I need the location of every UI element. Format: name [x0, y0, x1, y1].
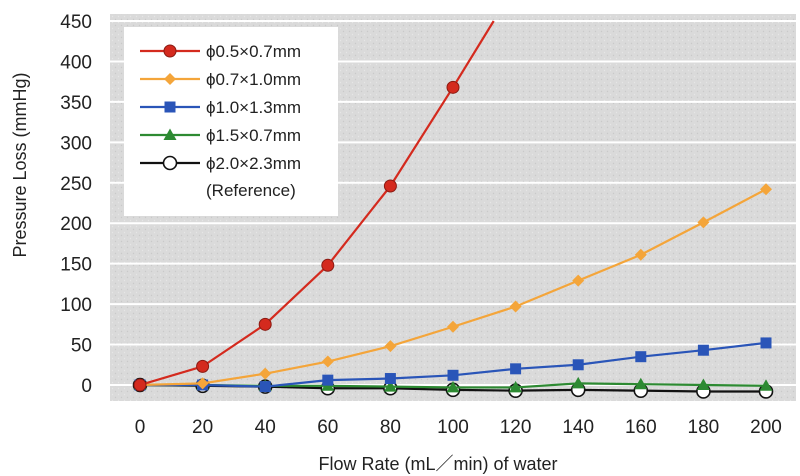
legend-item: ϕ1.0×1.3mm [140, 98, 301, 117]
x-tick-label: 160 [625, 417, 657, 438]
legend-item: ϕ0.7×1.0mm [140, 70, 301, 89]
legend-item: ϕ1.5×0.7mm [140, 126, 301, 145]
y-tick-label: 400 [60, 52, 92, 73]
data-point [259, 367, 272, 380]
data-point [509, 380, 523, 393]
data-point [510, 363, 522, 375]
y-tick-label: 450 [60, 12, 92, 33]
series-1 [133, 20, 495, 392]
legend-item: ϕ2.0×2.3mm (Reference) [140, 154, 301, 200]
data-point [196, 377, 209, 390]
x-tick-label: 100 [437, 417, 469, 438]
y-tick-label: 300 [60, 133, 92, 154]
data-point [697, 344, 709, 356]
data-point [446, 80, 460, 94]
legend-marker [162, 155, 178, 171]
x-axis-title: Flow Rate (mL／min) of water [318, 454, 557, 474]
data-point [571, 376, 585, 389]
data-point [509, 300, 522, 313]
data-point [572, 274, 585, 287]
data-point [383, 380, 397, 392]
data-point [321, 355, 334, 368]
data-point [634, 248, 647, 261]
data-point [697, 216, 710, 229]
data-point [572, 359, 584, 371]
legend-marker [164, 73, 176, 85]
x-tick-label: 40 [255, 417, 276, 438]
legend-item: ϕ0.5×0.7mm [140, 42, 301, 61]
data-point [760, 183, 772, 196]
x-tick-label: 0 [135, 417, 146, 438]
legend-label: ϕ0.5×0.7mm [206, 42, 301, 61]
data-point [696, 378, 710, 390]
data-point [258, 317, 272, 331]
x-tick-label: 180 [688, 417, 720, 438]
legend-marker [164, 101, 176, 113]
data-point [635, 351, 647, 363]
legend-label: ϕ2.0×2.3mm [206, 154, 301, 173]
y-tick-label: 150 [60, 255, 92, 276]
x-tick-label: 80 [380, 417, 401, 438]
x-tick-label: 60 [317, 417, 338, 438]
y-tick-label: 0 [81, 376, 92, 397]
legend-label: ϕ1.5×0.7mm [206, 126, 301, 145]
x-tick-label: 200 [750, 417, 782, 438]
x-tick-label: 140 [562, 417, 594, 438]
legend-note: (Reference) [206, 181, 296, 200]
legend-box [124, 27, 338, 216]
x-tick-label: 20 [192, 417, 213, 438]
x-tick-label: 120 [500, 417, 532, 438]
data-point [196, 359, 210, 373]
legend-marker [163, 128, 177, 140]
y-axis-title: Pressure Loss (mmHg) [10, 72, 30, 257]
x-tick-labels: 0 20 40 60 80 100 120 140 160 180 200 [135, 417, 782, 438]
data-point [383, 179, 397, 193]
legend-label: ϕ0.7×1.0mm [206, 70, 301, 89]
data-point [634, 377, 648, 390]
y-tick-label: 200 [60, 214, 92, 235]
data-point [760, 337, 772, 349]
data-point [259, 381, 271, 393]
data-point [384, 373, 396, 385]
series-layer [132, 20, 774, 399]
y-tick-label: 50 [71, 336, 92, 357]
legend-label: ϕ1.0×1.3mm [206, 98, 301, 117]
data-point [759, 379, 773, 391]
data-point [447, 320, 459, 333]
data-point [447, 369, 459, 381]
y-tick-label: 100 [60, 295, 92, 316]
legend-marker [163, 44, 177, 58]
data-point [321, 258, 335, 272]
data-point [384, 340, 397, 353]
y-tick-label: 350 [60, 93, 92, 114]
y-tick-labels: 0 50 100 150 200 250 300 350 400 450 [60, 12, 92, 397]
data-point [446, 380, 460, 393]
y-tick-label: 250 [60, 174, 92, 195]
data-point [133, 378, 147, 392]
legend: ϕ0.5×0.7mm ϕ0.7×1.0mm ϕ1.0×1.3mm ϕ1.5×0.7mm… [124, 27, 338, 216]
data-point [322, 374, 334, 386]
